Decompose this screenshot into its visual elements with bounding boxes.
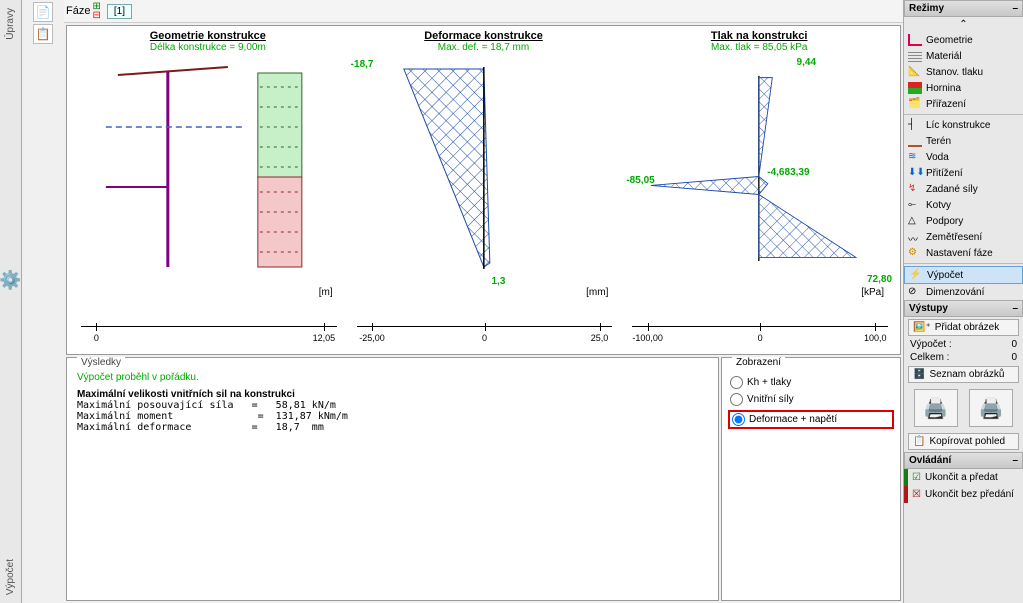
- control-collapse-icon[interactable]: –: [1012, 455, 1018, 466]
- copy-view-button[interactable]: 📋Kopírovat pohled: [908, 433, 1019, 450]
- press-v1: 9,44: [797, 57, 816, 68]
- print-button[interactable]: 🖨️: [914, 389, 958, 427]
- mode-dimenzovani[interactable]: ⊘Dimenzování: [904, 284, 1023, 300]
- mode-prirazeni[interactable]: 🗂️Přiřazení: [904, 96, 1023, 112]
- chart-pressure-title: Tlak na konstrukci: [624, 30, 894, 42]
- image-list-button[interactable]: 🗄️Seznam obrázků: [908, 366, 1019, 383]
- faze-label: Fáze: [66, 5, 90, 17]
- mode-teren[interactable]: Terén: [904, 133, 1023, 149]
- paste-icon[interactable]: 📋: [33, 24, 53, 44]
- mode-kotvy[interactable]: ⟜Kotvy: [904, 197, 1023, 213]
- mode-zadane-sily[interactable]: ↯Zadané síly: [904, 181, 1023, 197]
- chart-geometry: Geometrie konstrukce Délka konstrukce = …: [73, 30, 343, 350]
- chart-geometry-unit: [m]: [73, 287, 343, 298]
- results-heading: Maximální velikosti vnitřních sil na kon…: [77, 389, 708, 400]
- add-image-icon: 🖼️⁺: [913, 322, 931, 333]
- outputs-header: Výstupy: [909, 303, 948, 314]
- def-val-bot: 1,3: [492, 276, 506, 287]
- pressure-svg: [624, 57, 894, 287]
- chart-pressure: Tlak na konstrukci Max. tlak = 85,05 kPa: [624, 30, 894, 350]
- collapse-caret-icon[interactable]: ⌃: [904, 17, 1023, 32]
- press-v3: -85,05: [626, 175, 654, 186]
- chart-geometry-sub: Délka konstrukce = 9,00m: [73, 42, 343, 53]
- press-v4: 72,80: [867, 274, 892, 285]
- celkem-count-value: 0: [1011, 352, 1017, 363]
- image-list-icon: 🗄️: [913, 369, 925, 380]
- results-line-2: Maximální moment = 131,87 kNm/m: [77, 411, 708, 422]
- outputs-collapse-icon[interactable]: –: [1012, 303, 1018, 314]
- radio-deformace-napeti[interactable]: Deformace + napětí: [728, 410, 894, 429]
- phase-remove-icon[interactable]: ⊟: [92, 11, 100, 20]
- results-group-label: Výsledky: [77, 357, 125, 368]
- control-header: Ovládání: [909, 455, 951, 466]
- press-v2: -4,683,39: [767, 167, 809, 178]
- left-rail-vypocet: Výpočet: [5, 559, 16, 595]
- results-line-1: Maximální posouvající síla = 58,81 kN/m: [77, 400, 708, 411]
- chart-pressure-sub: Max. tlak = 85,05 kPa: [624, 42, 894, 53]
- mode-lic-konstrukce[interactable]: ┤Líc konstrukce: [904, 117, 1023, 133]
- chart-deformation-sub: Max. def. = 18,7 mm: [349, 42, 619, 53]
- vypocet-count-value: 0: [1011, 339, 1017, 350]
- geometry-svg: [73, 57, 343, 287]
- add-image-button[interactable]: 🖼️⁺Přidat obrázek: [908, 319, 1019, 336]
- print-pdf-button[interactable]: 🖨️: [969, 389, 1013, 427]
- chart-pressure-unit: [kPa]: [624, 287, 894, 298]
- def-val-top: -18,7: [351, 59, 374, 70]
- mode-geometrie[interactable]: Geometrie: [904, 32, 1023, 48]
- mode-zemetereseni[interactable]: 〰Zemětřesení: [904, 229, 1023, 245]
- printer-pdf-icon: 🖨️: [979, 396, 1004, 421]
- cross-icon: ☒: [912, 489, 921, 500]
- printer-icon: 🖨️: [923, 396, 948, 421]
- chart-deformation-unit: [mm]: [349, 287, 619, 298]
- radio-vnitrni-sily[interactable]: Vnitřní síly: [730, 393, 892, 406]
- results-line-3: Maximální deformace = 18,7 mm: [77, 422, 708, 433]
- mode-nastaveni-faze[interactable]: ⚙Nastavení fáze: [904, 245, 1023, 261]
- phase-1-button[interactable]: [1]: [107, 4, 132, 19]
- deformation-svg: [349, 57, 619, 287]
- mode-hornina[interactable]: Hornina: [904, 80, 1023, 96]
- settings-gear-icon[interactable]: ⚙️: [0, 270, 22, 291]
- mode-pritizeni[interactable]: ⬇⬇Přitížení: [904, 165, 1023, 181]
- mode-podpory[interactable]: △Podpory: [904, 213, 1023, 229]
- check-icon: ☑: [912, 472, 921, 483]
- display-panel: Zobrazení Kh + tlaky Vnitřní síly Deform…: [721, 357, 901, 601]
- copy-icon[interactable]: 📄: [33, 2, 53, 22]
- results-ok: Výpočet proběhl v pořádku.: [77, 372, 708, 383]
- vypocet-count-label: Výpočet :: [910, 339, 952, 350]
- save-and-close-button[interactable]: ☑Ukončit a předat: [904, 469, 1023, 486]
- left-rail-upravy: Úpravy: [5, 8, 16, 40]
- modes-header: Režimy: [909, 3, 944, 14]
- celkem-count-label: Celkem :: [910, 352, 949, 363]
- chart-deformation: Deformace konstrukce Max. def. = 18,7 mm: [349, 30, 619, 350]
- collapse-icon[interactable]: –: [1012, 3, 1018, 14]
- mode-voda[interactable]: ≋Voda: [904, 149, 1023, 165]
- mode-material[interactable]: Materiál: [904, 48, 1023, 64]
- chart-geometry-title: Geometrie konstrukce: [73, 30, 343, 42]
- radio-kh-tlaky[interactable]: Kh + tlaky: [730, 376, 892, 389]
- mode-stanov-tlaku[interactable]: 📐Stanov. tlaku: [904, 64, 1023, 80]
- copy-view-icon: 📋: [913, 436, 925, 447]
- mode-vypocet[interactable]: ⚡Výpočet: [904, 266, 1023, 284]
- display-group-label: Zobrazení: [732, 357, 785, 368]
- close-without-save-button[interactable]: ☒Ukončit bez předání: [904, 486, 1023, 503]
- results-panel: Výsledky Výpočet proběhl v pořádku. Maxi…: [66, 357, 719, 601]
- chart-deformation-title: Deformace konstrukce: [349, 30, 619, 42]
